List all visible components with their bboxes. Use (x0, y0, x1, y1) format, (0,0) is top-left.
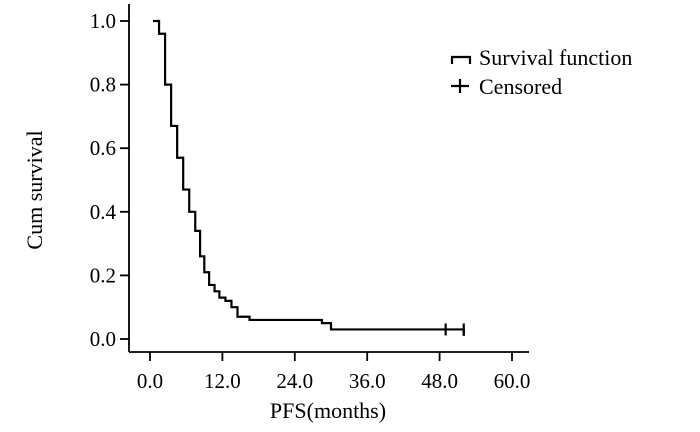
y-tick-label: 0.8 (90, 73, 116, 97)
legend-survival-function-icon (450, 55, 472, 64)
x-tick-label: 24.0 (276, 369, 313, 393)
y-axis-ticks: 0.0 0.2 0.4 0.6 0.8 1.0 (90, 9, 129, 351)
legend: Survival function Censored (450, 45, 632, 99)
y-tick-label: 0.0 (90, 327, 116, 351)
legend-survival-function-label: Survival function (479, 45, 632, 70)
x-tick-label: 48.0 (421, 369, 458, 393)
legend-censored-label: Censored (479, 74, 562, 99)
survival-function-line (153, 19, 465, 336)
x-axis-ticks: 0.0 12.0 24.0 36.0 48.0 60.0 (137, 352, 531, 393)
x-tick-label: 0.0 (137, 369, 163, 393)
x-tick-label: 36.0 (349, 369, 386, 393)
y-axis-label: Cum survival (22, 130, 47, 249)
plot-area (153, 19, 465, 336)
x-tick-label: 12.0 (204, 369, 241, 393)
x-axis-label: PFS(months) (270, 398, 386, 423)
x-tick-label: 60.0 (494, 369, 531, 393)
y-tick-label: 0.2 (90, 263, 116, 287)
y-tick-label: 0.4 (90, 200, 117, 224)
y-tick-label: 1.0 (90, 9, 116, 33)
y-tick-label: 0.6 (90, 136, 116, 160)
